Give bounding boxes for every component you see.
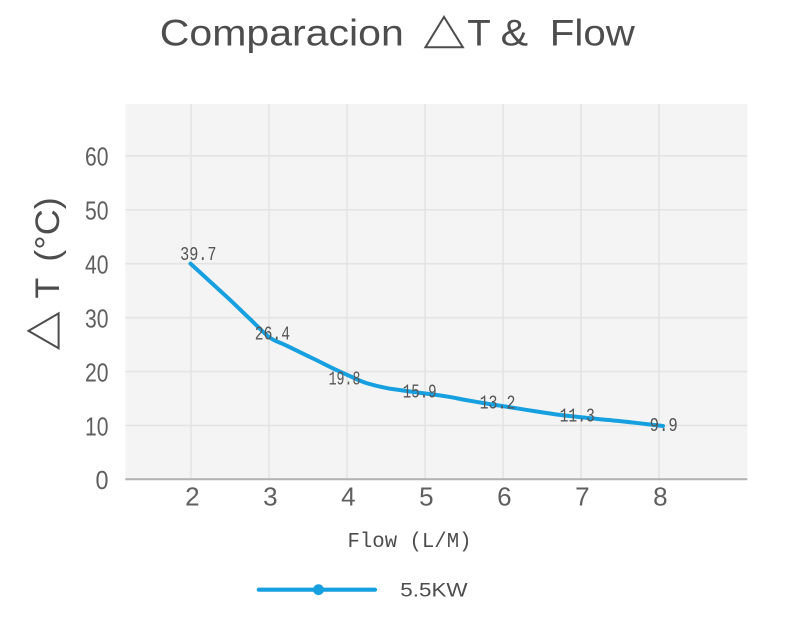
svg-text:Flow: Flow	[550, 13, 635, 54]
svg-text:50: 50	[85, 196, 109, 226]
svg-text:Comparacion: Comparacion	[160, 13, 404, 54]
svg-text:7: 7	[575, 482, 589, 512]
svg-text:Flow (L/M): Flow (L/M)	[348, 531, 472, 554]
svg-text:T: T	[29, 278, 67, 299]
svg-text:13.2: 13.2	[480, 393, 516, 415]
svg-text:2: 2	[185, 482, 199, 512]
svg-text:&: &	[501, 13, 529, 54]
svg-text:19.8: 19.8	[329, 369, 361, 391]
svg-text:15.9: 15.9	[403, 381, 437, 403]
svg-text:8: 8	[653, 482, 667, 512]
svg-text:6: 6	[497, 482, 511, 512]
svg-text:39.7: 39.7	[180, 244, 216, 266]
svg-text:9.9: 9.9	[650, 415, 678, 437]
svg-text:40: 40	[85, 250, 109, 280]
svg-text:30: 30	[85, 304, 109, 334]
svg-text:60: 60	[85, 142, 109, 172]
svg-text:5: 5	[419, 482, 433, 512]
svg-text:5.5KW: 5.5KW	[400, 580, 468, 602]
svg-text:11.3: 11.3	[560, 406, 595, 428]
svg-text:10: 10	[85, 411, 109, 441]
svg-text:T: T	[467, 13, 491, 54]
svg-text:20: 20	[85, 358, 109, 388]
svg-text:(°C): (°C)	[29, 197, 67, 262]
svg-text:26.4: 26.4	[255, 323, 290, 345]
svg-text:0: 0	[96, 465, 109, 495]
svg-text:4: 4	[341, 482, 355, 512]
svg-text:3: 3	[263, 482, 277, 512]
